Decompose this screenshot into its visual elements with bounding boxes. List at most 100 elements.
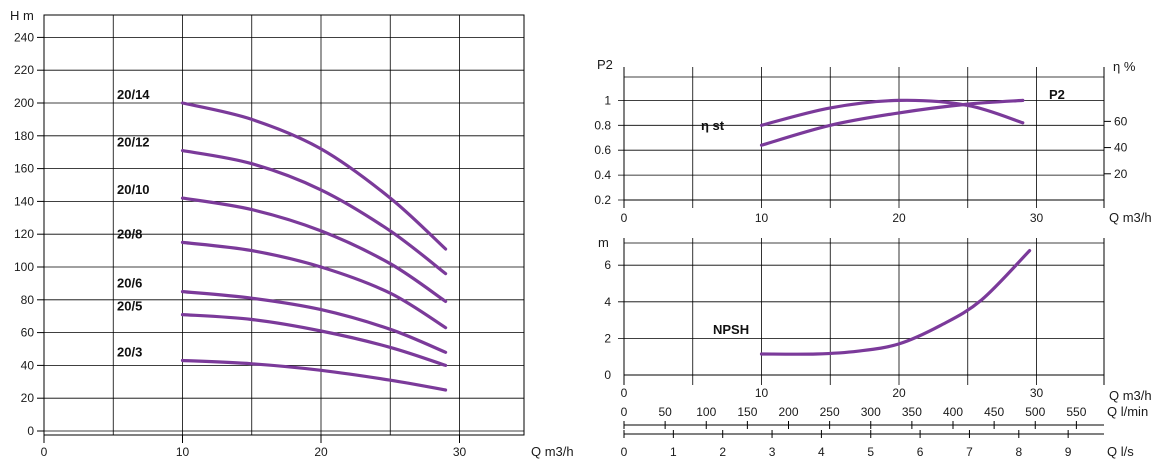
head-chart-ticks: 0 20 40 60 80 100 120 140 160 180 200 220 240 0 10 20 30 — [14, 30, 467, 459]
head-ytick-label: 40 — [21, 358, 35, 372]
head-curve-20-12 — [180, 149, 448, 276]
npsh-curve — [759, 249, 1032, 356]
npsh-xtick-label: 30 — [1030, 386, 1044, 400]
power-chart-ticks: 0.2 0.4 0.6 0.8 1 20 40 60 0 10 20 30 — [594, 93, 1127, 225]
npsh-chart-ticks: 0 2 4 6 0 10 20 30 — [604, 258, 1043, 400]
npsh-ytick-label: 4 — [604, 295, 611, 309]
head-ytick-label: 80 — [21, 293, 35, 307]
lmin-tick-label: 550 — [1066, 405, 1086, 419]
flow-scale-ls: Q l/s 0 1 2 3 4 5 6 7 8 9 — [621, 430, 1134, 459]
head-curve-20-6 — [180, 290, 448, 354]
head-ytick-label: 100 — [14, 260, 34, 274]
lmin-tick-label: 350 — [902, 405, 922, 419]
ls-tick-label: 5 — [867, 445, 874, 459]
ls-tick-label: 7 — [966, 445, 973, 459]
head-ytick-label: 60 — [21, 326, 35, 340]
ls-tick-label: 9 — [1065, 445, 1072, 459]
lmin-tick-label: 400 — [943, 405, 963, 419]
head-chart-xlabel: Q m3/h — [531, 444, 574, 459]
head-ytick-label: 200 — [14, 96, 34, 110]
ls-tick-label: 8 — [1015, 445, 1022, 459]
head-ytick-label: 120 — [14, 227, 34, 241]
head-curve-20-10 — [180, 196, 448, 303]
power-curve-1 — [759, 98, 1025, 127]
lmin-scale-label: Q l/min — [1107, 404, 1148, 419]
ls-tick-label: 6 — [917, 445, 924, 459]
npsh-chart-curves — [759, 249, 1032, 356]
head-curve-20-3 — [180, 358, 448, 392]
head-chart-frame — [43, 14, 525, 436]
ls-tick-label: 0 — [621, 445, 628, 459]
head-xtick-label: 30 — [453, 445, 467, 459]
lmin-tick-label: 450 — [984, 405, 1004, 419]
power-y2tick-label: 40 — [1114, 141, 1128, 155]
ls-tick-label: 4 — [818, 445, 825, 459]
head-chart-ylabel: H m — [10, 8, 34, 23]
head-ytick-label: 180 — [14, 129, 34, 143]
lmin-tick-label: 150 — [737, 405, 757, 419]
head-curve-label: 20/5 — [117, 299, 142, 314]
head-curve-label: 20/14 — [117, 87, 150, 102]
power-chart-ylabel: P2 — [597, 57, 613, 72]
head-ytick-label: 240 — [14, 30, 34, 44]
head-curve-label: 20/6 — [117, 276, 142, 291]
power-ytick-label: 0.8 — [594, 118, 611, 132]
head-chart-series-labels: 20/14 20/12 20/10 20/8 20/6 20/5 20/3 — [117, 87, 150, 359]
power-ytick-label: 0.6 — [594, 143, 611, 157]
power-ytick-label: 0.4 — [594, 168, 611, 182]
head-ytick-label: 140 — [14, 194, 34, 208]
power-y2tick-label: 20 — [1114, 167, 1128, 181]
lmin-tick-label: 500 — [1025, 405, 1045, 419]
head-xtick-label: 20 — [314, 445, 328, 459]
lmin-tick-label: 50 — [658, 405, 672, 419]
power-xtick-label: 20 — [892, 211, 906, 225]
ls-tick-label: 3 — [769, 445, 776, 459]
power-chart-curves — [759, 98, 1025, 147]
power-efficiency-chart: 0.2 0.4 0.6 0.8 1 20 40 60 0 10 20 30 P2 η % Q m3/h… — [594, 57, 1151, 225]
head-ytick-label: 20 — [21, 391, 35, 405]
npsh-ytick-label: 2 — [604, 331, 611, 345]
head-chart: 0 20 40 60 80 100 120 140 160 180 200 220 240 0 10 20 30… — [10, 8, 574, 459]
power-ytick-label: 1 — [604, 93, 611, 107]
ls-tick-label: 1 — [670, 445, 677, 459]
power-xtick-label: 10 — [755, 211, 769, 225]
lmin-tick-label: 200 — [778, 405, 798, 419]
power-chart-xlabel: Q m3/h — [1109, 210, 1152, 225]
head-curve-20-14 — [180, 101, 448, 251]
ls-scale-label: Q l/s — [1107, 444, 1134, 459]
head-ytick-label: 160 — [14, 162, 34, 176]
power-chart-y2label: η % — [1113, 59, 1136, 74]
power-curve-0 — [759, 98, 1025, 147]
npsh-chart: 0 2 4 6 0 10 20 30 m Q m3/h NPSH — [598, 235, 1152, 403]
head-curve-20-5 — [180, 313, 448, 367]
head-curve-label: 20/8 — [117, 226, 142, 241]
power-ytick-label: 0.2 — [594, 193, 611, 207]
npsh-xtick-label: 0 — [621, 386, 628, 400]
head-curve-label: 20/10 — [117, 182, 150, 197]
npsh-chart-grid — [618, 238, 1105, 385]
npsh-xtick-label: 10 — [755, 386, 769, 400]
npsh-xtick-label: 20 — [892, 386, 906, 400]
flow-scale-lmin: Q l/min 0 50 100 150 200 250 300 350 400 450 500 55… — [621, 404, 1148, 429]
power-xtick-label: 30 — [1030, 211, 1044, 225]
power-xtick-label: 0 — [621, 211, 628, 225]
power-y2tick-label: 60 — [1114, 114, 1128, 128]
head-curve-20-8 — [180, 240, 448, 330]
head-curve-label: 20/3 — [117, 344, 142, 359]
head-chart-curves — [180, 101, 448, 392]
lmin-tick-label: 0 — [621, 405, 628, 419]
lmin-tick-label: 300 — [861, 405, 881, 419]
head-ytick-label: 220 — [14, 63, 34, 77]
eta-curve-label: η st — [701, 118, 725, 133]
npsh-chart-ylabel: m — [598, 235, 609, 250]
lmin-tick-label: 100 — [696, 405, 716, 419]
npsh-ytick-label: 0 — [604, 368, 611, 382]
head-chart-grid — [37, 15, 524, 435]
head-xtick-label: 0 — [41, 445, 48, 459]
head-ytick-label: 0 — [27, 424, 34, 438]
head-curve-label: 20/12 — [117, 135, 150, 150]
npsh-curve-label: NPSH — [713, 322, 749, 337]
npsh-ytick-label: 6 — [604, 258, 611, 272]
head-xtick-label: 10 — [176, 445, 190, 459]
